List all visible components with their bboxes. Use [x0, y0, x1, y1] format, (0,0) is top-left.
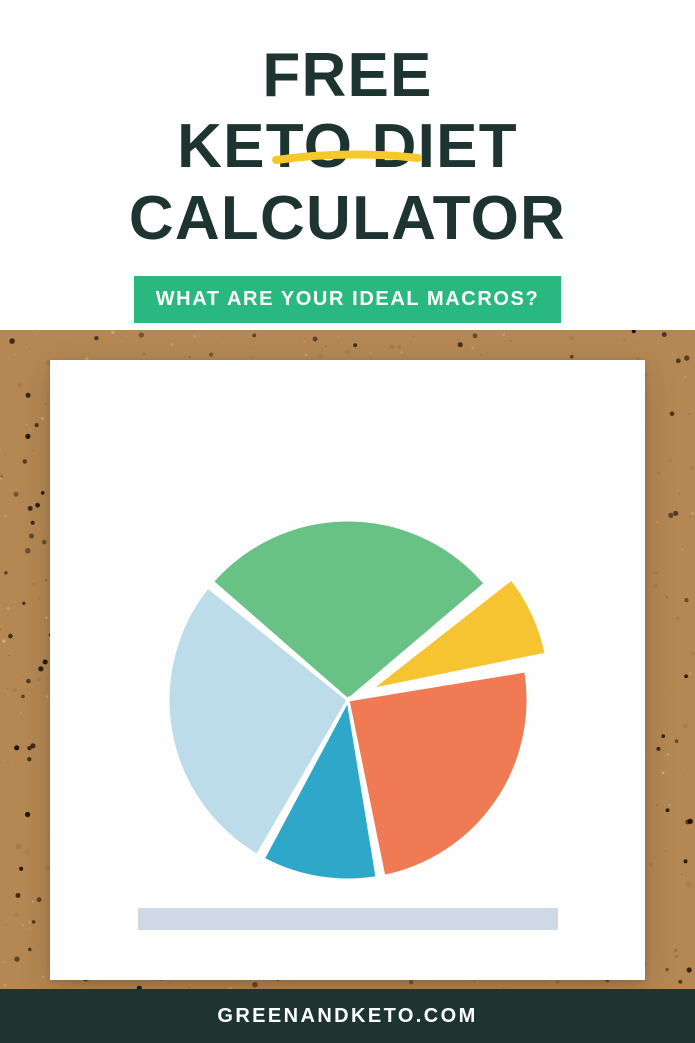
footer-bar: GREENANDKETO.COM [0, 989, 695, 1043]
footer-text: GREENANDKETO.COM [217, 1005, 477, 1028]
macros-banner: WHAT ARE YOUR IDEAL MACROS? [134, 276, 562, 323]
paper-card [50, 360, 645, 980]
cork-board [0, 330, 695, 990]
title-line: CALCULATOR [129, 183, 566, 254]
header: FREEKETO DIETCALCULATOR WHAT ARE YOUR ID… [0, 0, 695, 323]
pie-chart-icon [128, 480, 568, 920]
title-line: FREE [262, 40, 432, 111]
pie-slice-orange [348, 671, 528, 876]
caption-placeholder-bar [138, 908, 558, 930]
macros-pie-chart [128, 480, 568, 920]
title-line: KETO DIET [177, 111, 518, 182]
